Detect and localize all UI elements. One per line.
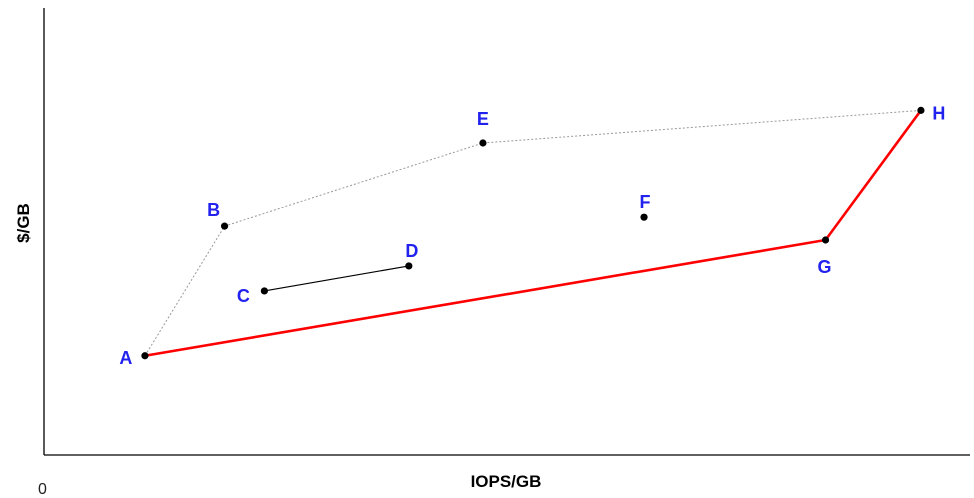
point-e xyxy=(479,139,487,147)
point-label-c: C xyxy=(237,286,250,306)
point-h xyxy=(917,106,925,114)
point-d xyxy=(405,262,413,270)
point-label-g: G xyxy=(818,257,832,277)
y-axis-title: $/GB xyxy=(14,203,33,243)
point-label-h: H xyxy=(932,103,945,123)
point-label-f: F xyxy=(640,192,651,212)
segments-layer xyxy=(144,109,922,358)
points-layer xyxy=(141,106,925,360)
origin-tick-label: 0 xyxy=(38,481,47,498)
point-label-e: E xyxy=(477,109,489,129)
segment-agh xyxy=(144,109,922,358)
point-c xyxy=(260,287,268,295)
labels-layer: A B C D E F G H xyxy=(119,103,945,367)
x-axis-title: IOPS/GB xyxy=(471,472,542,491)
point-label-d: D xyxy=(405,241,418,261)
segment-abeh xyxy=(144,109,921,357)
point-f xyxy=(640,213,648,221)
point-g xyxy=(821,236,830,244)
point-label-b: B xyxy=(207,200,220,220)
point-b xyxy=(220,222,229,230)
point-a xyxy=(141,352,149,360)
segment-cd xyxy=(264,265,409,292)
axes xyxy=(43,8,970,456)
point-label-a: A xyxy=(119,348,132,368)
